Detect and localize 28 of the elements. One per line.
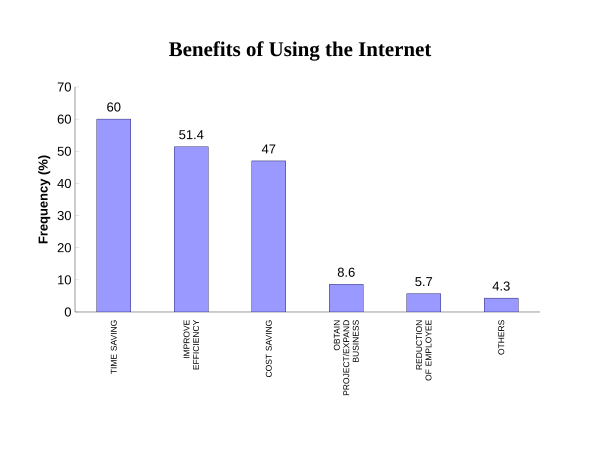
bar xyxy=(96,118,131,312)
y-tick-label: 60 xyxy=(58,114,71,124)
y-tick-label: 10 xyxy=(58,275,71,284)
x-tick-label: IMPROVE EFFICIENCY xyxy=(184,320,199,370)
chart-title: Benefits of Using the Internet xyxy=(169,41,432,61)
y-tick-label: 0 xyxy=(64,307,71,317)
x-tick-label: OBTAIN PROJECT/EXPAND BUSINESS xyxy=(334,320,359,396)
bar xyxy=(174,146,208,312)
bar xyxy=(484,298,518,312)
y-tick-label: 70 xyxy=(58,82,71,92)
bar xyxy=(406,293,441,312)
y-axis-title: Frequency (%) xyxy=(38,156,50,244)
x-tick-label: OTHERS xyxy=(498,320,504,355)
data-label: 60 xyxy=(107,102,120,112)
y-tick-label: 50 xyxy=(58,146,71,156)
x-tick-label: COST SAVING xyxy=(266,320,272,378)
data-label: 47 xyxy=(262,144,276,154)
bar xyxy=(329,284,364,312)
x-tick-label: TIME SAVING xyxy=(110,320,117,374)
y-tick-label: 30 xyxy=(58,210,71,220)
x-tick-label: REDUCTION OF EMPLOYEE xyxy=(416,320,432,381)
data-label: 51.4 xyxy=(179,130,204,140)
y-tick-label: 40 xyxy=(57,178,71,188)
data-label: 4.3 xyxy=(492,281,510,291)
y-tick-label: 20 xyxy=(58,243,71,252)
data-label: 5.7 xyxy=(415,277,432,286)
bar xyxy=(252,160,286,312)
data-label: 8.6 xyxy=(338,268,355,277)
